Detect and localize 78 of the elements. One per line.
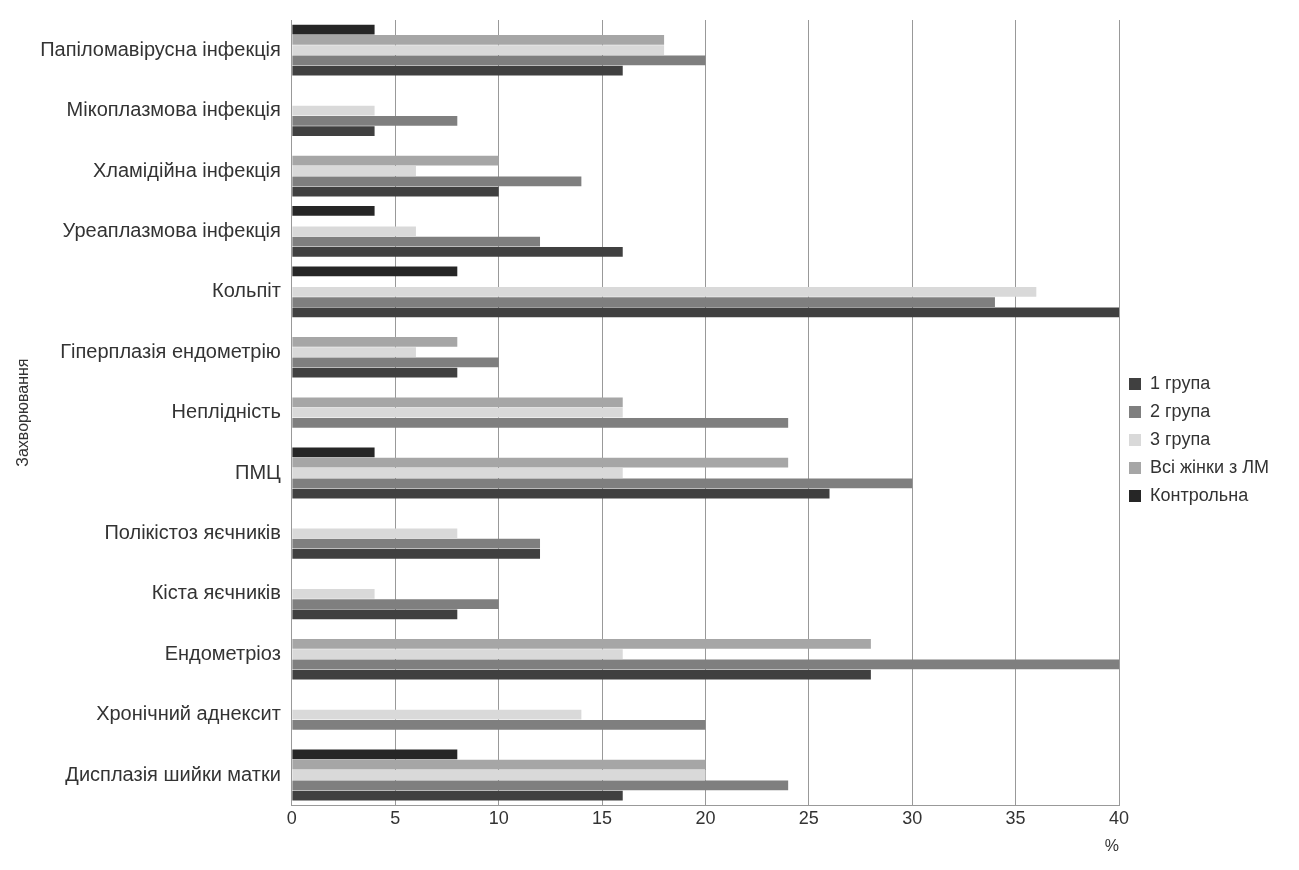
bar <box>292 770 706 780</box>
bar <box>292 347 416 358</box>
legend-label: 1 група <box>1150 372 1212 393</box>
legend-label: Контрольна <box>1150 484 1250 505</box>
y-axis-title: Захворювання <box>14 358 32 467</box>
bar <box>292 297 995 307</box>
bar <box>292 236 541 247</box>
bar <box>292 266 458 277</box>
y-tick-label: Хламідійна інфекція <box>92 158 281 181</box>
y-tick-label: Неплідність <box>171 400 281 423</box>
x-axis-title: % <box>1104 836 1120 854</box>
bar <box>292 367 458 378</box>
bar <box>292 105 375 116</box>
bar <box>292 468 623 478</box>
bar <box>292 407 623 418</box>
x-tick-label: 40 <box>1109 807 1130 828</box>
bar <box>292 669 871 680</box>
bar <box>292 176 582 187</box>
x-tick-label: 10 <box>488 807 509 828</box>
bar <box>292 599 499 609</box>
y-tick-label: Папіломавірусна інфекція <box>40 37 281 60</box>
x-tick-label: 35 <box>1005 807 1026 828</box>
bar <box>292 457 789 468</box>
bar <box>292 307 1120 318</box>
y-tick-label: Кіста яєчників <box>151 581 281 604</box>
bar <box>292 780 789 791</box>
bar <box>292 749 458 760</box>
bar <box>292 45 665 56</box>
x-tick-label: 5 <box>390 807 401 828</box>
bar <box>292 55 706 66</box>
bar <box>292 659 1120 670</box>
x-tick-label: 20 <box>695 807 716 828</box>
bar <box>292 478 913 489</box>
bar <box>292 417 789 428</box>
y-tick-label: Ендометріоз <box>164 641 281 664</box>
y-tick-label: Кольпіт <box>212 279 281 302</box>
bar <box>292 247 623 257</box>
bar <box>292 588 375 599</box>
y-tick-label: Полікістоз яєчників <box>104 520 281 543</box>
legend-label: 2 група <box>1150 400 1212 421</box>
bar <box>292 205 375 216</box>
bar <box>292 357 499 368</box>
bar <box>292 528 458 539</box>
bar <box>292 609 458 620</box>
bar <box>292 286 1037 297</box>
bar <box>292 115 458 126</box>
bar <box>292 709 582 720</box>
bar <box>292 488 830 499</box>
bar <box>292 166 416 176</box>
bar <box>292 337 458 347</box>
bar <box>292 719 706 730</box>
bar <box>292 538 541 549</box>
y-tick-label: Дисплазія шийки матки <box>65 762 281 785</box>
y-tick-label: Гіперплазія ендометрію <box>60 339 281 362</box>
y-tick-label: Уреаплазмова інфекція <box>62 218 281 241</box>
x-tick-label: 0 <box>286 807 297 828</box>
legend-label: Всі жінки з ЛМ <box>1150 456 1270 477</box>
bar <box>292 35 665 45</box>
bar <box>292 790 623 801</box>
y-tick-label: ПМЦ <box>235 460 282 483</box>
y-tick-label: Хронічний аднексит <box>96 702 281 725</box>
bar <box>292 155 499 166</box>
bar <box>292 126 375 137</box>
bar <box>292 759 706 770</box>
bar <box>292 24 375 35</box>
bar <box>292 549 541 559</box>
x-tick-label: 30 <box>902 807 923 828</box>
x-tick-label: 25 <box>798 807 819 828</box>
bar <box>292 186 499 197</box>
bar <box>292 65 623 76</box>
x-tick-label: 15 <box>592 807 613 828</box>
y-tick-label: Мікоплазмова інфекція <box>66 98 281 121</box>
bar <box>292 639 871 649</box>
bar <box>292 226 416 237</box>
legend-label: 3 група <box>1150 428 1212 449</box>
bar <box>292 447 375 458</box>
bar <box>292 397 623 408</box>
bar <box>292 649 623 660</box>
